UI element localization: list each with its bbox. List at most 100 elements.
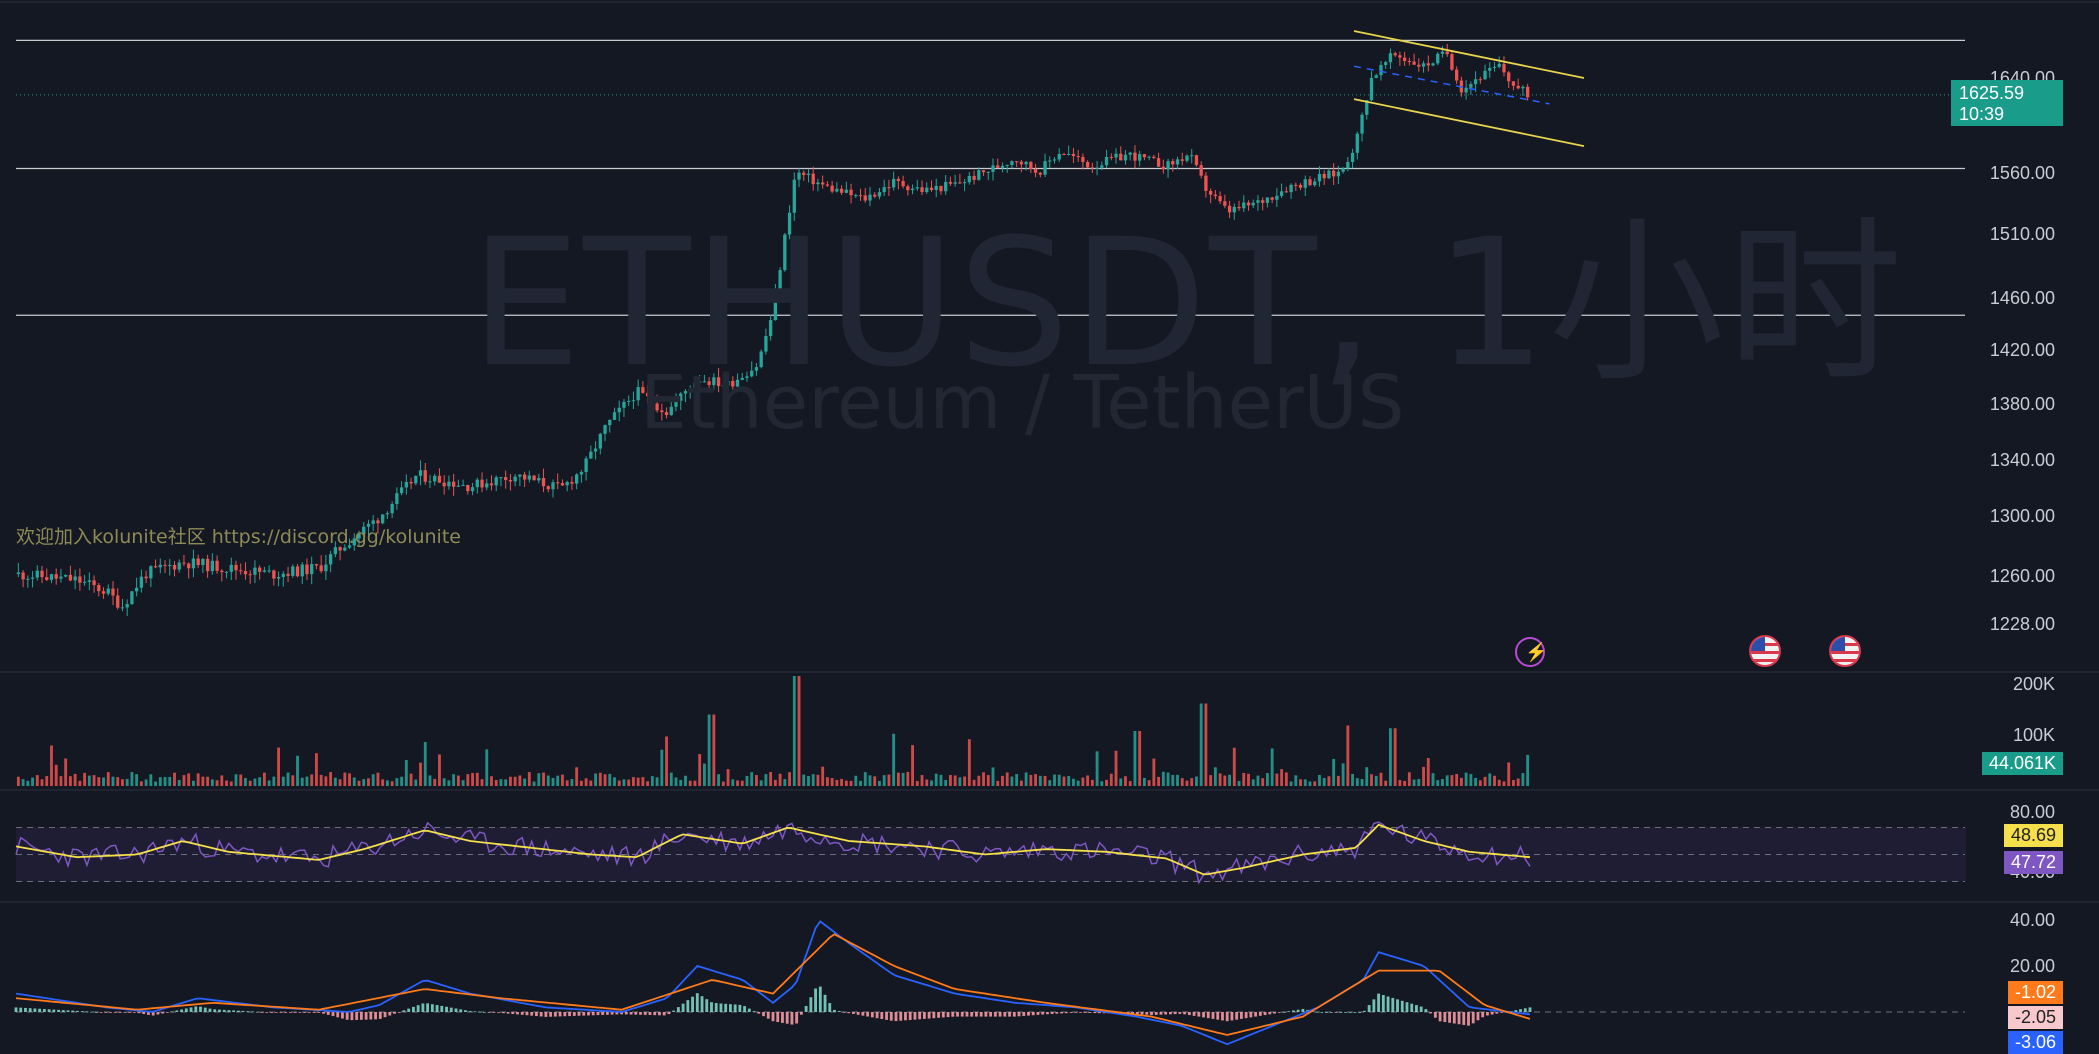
candle bbox=[1029, 161, 1033, 170]
volume-bar bbox=[584, 778, 588, 786]
macd-histogram-bar bbox=[246, 1011, 250, 1013]
candle bbox=[1071, 153, 1076, 157]
candle bbox=[130, 591, 134, 605]
volume-bar bbox=[1067, 775, 1071, 786]
volume-bar bbox=[1412, 779, 1416, 786]
macd-histogram-bar bbox=[128, 1012, 131, 1013]
volume-bar bbox=[773, 779, 777, 786]
macd-histogram-bar bbox=[553, 1012, 557, 1017]
volume-bar bbox=[1138, 731, 1142, 786]
volume-bar bbox=[428, 775, 432, 786]
macd-histogram-bar bbox=[1131, 1012, 1134, 1014]
community-link[interactable]: https://discord.gg/kolunite bbox=[211, 526, 461, 548]
volume-bar bbox=[537, 773, 541, 786]
volume-bar bbox=[45, 776, 49, 786]
macd-histogram-bar bbox=[605, 1012, 609, 1015]
candle bbox=[1052, 159, 1057, 161]
volume-bar bbox=[490, 776, 493, 786]
candle bbox=[830, 185, 834, 192]
candle bbox=[1426, 63, 1430, 66]
macd-histogram-bar bbox=[38, 1008, 42, 1012]
volume-bar bbox=[1090, 779, 1094, 786]
candle bbox=[1308, 179, 1312, 186]
volume-bar bbox=[83, 772, 87, 786]
volume-bar bbox=[1341, 763, 1345, 786]
candle bbox=[811, 173, 815, 185]
macd-histogram-bar bbox=[847, 1012, 851, 1014]
macd-histogram-bar bbox=[1367, 1005, 1371, 1012]
lightning-icon[interactable]: ⚡ bbox=[1515, 637, 1547, 667]
macd-histogram-bar bbox=[137, 1012, 141, 1014]
volume-bar bbox=[1242, 772, 1246, 786]
candle bbox=[1109, 156, 1113, 158]
volume-bar bbox=[324, 776, 328, 786]
macd-histogram-bar bbox=[1244, 1012, 1248, 1019]
macd-histogram-bar bbox=[799, 1012, 803, 1015]
macd-histogram-bar bbox=[1069, 1012, 1073, 1013]
macd-histogram-bar bbox=[1452, 1012, 1456, 1024]
macd-histogram-bar bbox=[1377, 993, 1381, 1012]
macd-histogram-bar bbox=[95, 1011, 98, 1013]
candle bbox=[404, 481, 408, 488]
macd-histogram-bar bbox=[1467, 1012, 1470, 1026]
us-flag-icon[interactable] bbox=[1829, 635, 1861, 667]
macd-histogram-bar bbox=[99, 1012, 103, 1013]
macd-histogram-bar bbox=[1230, 1012, 1234, 1021]
candle bbox=[1289, 184, 1293, 193]
macd-histogram-bar bbox=[558, 1012, 562, 1017]
macd-histogram-bar bbox=[322, 1012, 325, 1014]
volume-bar bbox=[102, 777, 105, 786]
candle bbox=[939, 185, 943, 192]
candle bbox=[1478, 79, 1482, 81]
candle bbox=[1355, 133, 1359, 153]
macd-histogram-bar bbox=[766, 1012, 770, 1019]
candle bbox=[376, 520, 380, 524]
macd-histogram-bar bbox=[326, 1012, 330, 1015]
volume-bar bbox=[348, 773, 351, 786]
candle bbox=[1450, 54, 1454, 70]
macd-histogram-bar bbox=[667, 1012, 671, 1015]
volume-bar bbox=[840, 778, 844, 786]
candle bbox=[570, 482, 574, 484]
candle bbox=[172, 564, 177, 570]
candle bbox=[1128, 152, 1132, 155]
candle bbox=[608, 419, 612, 426]
volume-bar bbox=[277, 747, 281, 786]
candle bbox=[1000, 165, 1005, 168]
volume-bar bbox=[187, 773, 191, 786]
candle bbox=[1232, 206, 1236, 213]
volume-bar bbox=[1100, 781, 1104, 786]
macd-histogram-bar bbox=[643, 1012, 647, 1015]
candle bbox=[891, 178, 896, 188]
candle bbox=[759, 351, 763, 368]
macd-histogram-bar bbox=[156, 1012, 160, 1015]
candle bbox=[792, 179, 796, 213]
macd-histogram-bar bbox=[1528, 1007, 1532, 1012]
macd-histogram-bar bbox=[90, 1011, 94, 1013]
macd-histogram-bar bbox=[1329, 1012, 1333, 1013]
candle bbox=[1317, 173, 1322, 182]
volume-bar bbox=[882, 775, 886, 786]
macd-histogram-bar bbox=[369, 1012, 373, 1020]
candle bbox=[258, 567, 262, 572]
candle bbox=[1398, 55, 1402, 58]
candle bbox=[106, 588, 110, 594]
volume-bar bbox=[792, 676, 796, 786]
candle bbox=[1388, 53, 1393, 63]
flag-stripe bbox=[1831, 659, 1859, 662]
candle bbox=[1185, 155, 1189, 161]
candle bbox=[1090, 167, 1095, 169]
macd-histogram-bar bbox=[1519, 1009, 1522, 1012]
candle bbox=[603, 425, 607, 434]
candle bbox=[1223, 201, 1227, 206]
macd-histogram-bar bbox=[1485, 1012, 1489, 1016]
macd-histogram-bar bbox=[998, 1012, 1002, 1017]
macd-histogram-bar bbox=[771, 1012, 775, 1022]
candle bbox=[920, 187, 924, 193]
us-flag-icon[interactable] bbox=[1749, 635, 1781, 667]
candle bbox=[433, 475, 437, 482]
macd-histogram-bar bbox=[809, 997, 813, 1012]
candle bbox=[1048, 160, 1052, 162]
volume-bar bbox=[319, 774, 323, 786]
